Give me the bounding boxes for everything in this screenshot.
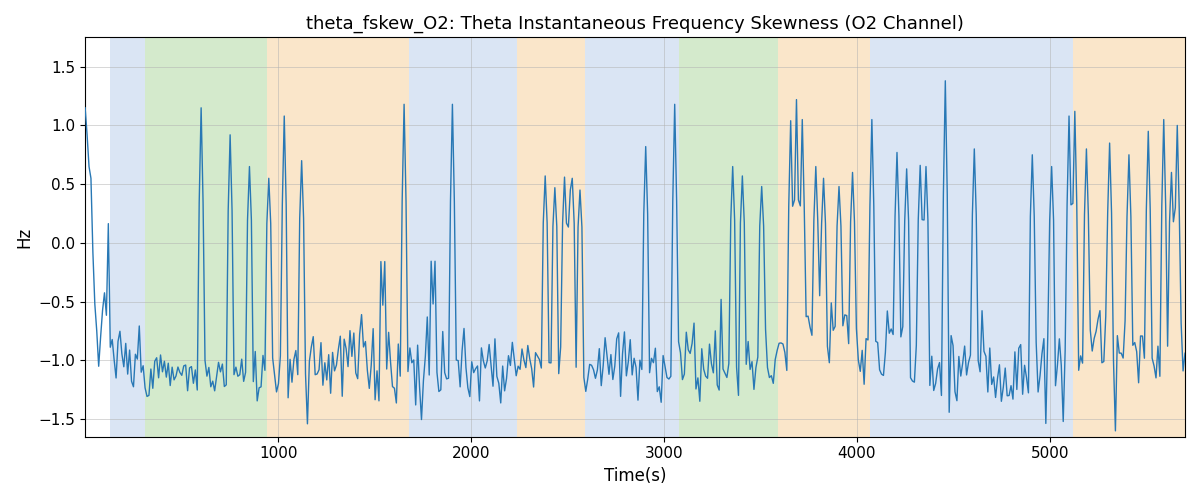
Bar bbox=[110, 38, 145, 436]
Bar bbox=[602, 38, 618, 436]
Bar bbox=[618, 38, 679, 436]
Bar bbox=[1073, 38, 1184, 436]
Bar bbox=[1034, 38, 1073, 436]
Bar bbox=[584, 38, 602, 436]
Bar bbox=[870, 38, 1034, 436]
Bar bbox=[463, 38, 517, 436]
Bar bbox=[145, 38, 266, 436]
Y-axis label: Hz: Hz bbox=[14, 226, 32, 248]
Bar bbox=[679, 38, 778, 436]
Bar bbox=[409, 38, 463, 436]
Bar bbox=[266, 38, 409, 436]
Bar bbox=[778, 38, 870, 436]
Bar bbox=[517, 38, 584, 436]
X-axis label: Time(s): Time(s) bbox=[604, 467, 666, 485]
Title: theta_fskew_O2: Theta Instantaneous Frequency Skewness (O2 Channel): theta_fskew_O2: Theta Instantaneous Freq… bbox=[306, 15, 964, 34]
